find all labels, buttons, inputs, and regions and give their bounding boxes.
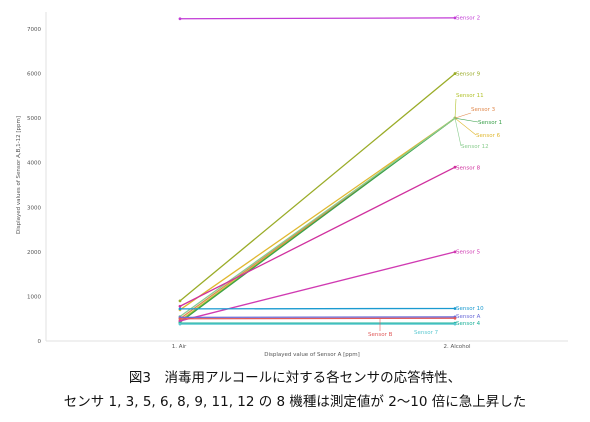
label-connectors	[379, 98, 479, 331]
data-point	[178, 319, 182, 323]
series-line	[179, 117, 456, 311]
label-connector	[454, 117, 479, 123]
y-tick-label: 0	[38, 339, 42, 345]
x-tick-labels: 1. Air 2. Alcohol	[172, 344, 471, 350]
y-axis-label: Displayed values of Sensor A,B,1-12 [ppm…	[16, 116, 22, 234]
series-label: Sensor 6	[476, 133, 501, 139]
x-tick-label: 1. Air	[172, 344, 187, 350]
y-tick-label: 6000	[27, 72, 41, 78]
data-point	[453, 322, 457, 326]
series-label: Sensor 2	[456, 16, 480, 22]
label-connector	[454, 117, 477, 136]
data-point	[178, 317, 182, 321]
series-line	[179, 117, 456, 323]
series-line	[179, 166, 456, 307]
series-labels: Sensor 2 Sensor 9 Sensor 11 Sensor 3 Sensor …	[368, 16, 502, 339]
y-tick-label: 3000	[27, 205, 41, 211]
data-point	[453, 316, 457, 320]
series-label: Sensor 1	[478, 120, 502, 126]
series-label: Sensor 7	[414, 330, 439, 336]
series-label: Sensor B	[368, 332, 393, 338]
series-label: Sensor 10	[456, 306, 484, 312]
line-chart: 0 1000 2000 3000 4000 5000 6000 7000 1. Air 2. A…	[16, 12, 568, 358]
label-connector	[454, 98, 457, 119]
data-point	[453, 16, 457, 20]
y-tick-labels: 0 1000 2000 3000 4000 5000 6000 7000	[27, 27, 42, 345]
y-tick-label: 7000	[27, 27, 41, 33]
data-point	[178, 299, 182, 303]
data-point	[453, 250, 457, 254]
figure-caption-line-2: センサ 1, 3, 5, 6, 8, 9, 11, 12 の 8 機種は測定値が…	[63, 394, 527, 410]
series-label: Sensor 8	[456, 166, 481, 172]
data-point	[178, 307, 182, 311]
data-point	[453, 307, 457, 310]
y-tick-label: 1000	[27, 294, 41, 300]
series-line	[179, 17, 456, 20]
series-line	[179, 73, 456, 302]
data-point	[453, 72, 457, 75]
data-point	[178, 17, 182, 21]
series-label: Sensor 3	[471, 107, 496, 113]
y-tick-label: 5000	[27, 116, 41, 122]
series-label: Sensor A	[456, 314, 481, 320]
series-label: Sensor 11	[456, 93, 484, 99]
x-tick-label: 2. Alcohol	[443, 344, 471, 350]
x-axis-label: Displayed value of Sensor A [ppm]	[264, 352, 359, 358]
label-connector	[454, 112, 472, 119]
series-lines	[178, 16, 457, 326]
series-label: Sensor 4	[456, 321, 481, 327]
figure-caption-line-1: 図3 消毒用アルコールに対する各センサの応答特性、	[128, 370, 462, 386]
data-point	[178, 322, 182, 326]
y-tick-label: 2000	[27, 250, 41, 256]
y-tick-label: 4000	[27, 161, 41, 167]
series-label: Sensor 9	[456, 72, 481, 78]
data-point	[178, 304, 182, 308]
series-label: Sensor 12	[461, 144, 489, 150]
series-label: Sensor 5	[456, 250, 481, 256]
label-connector	[454, 118, 462, 147]
data-point	[453, 165, 457, 169]
